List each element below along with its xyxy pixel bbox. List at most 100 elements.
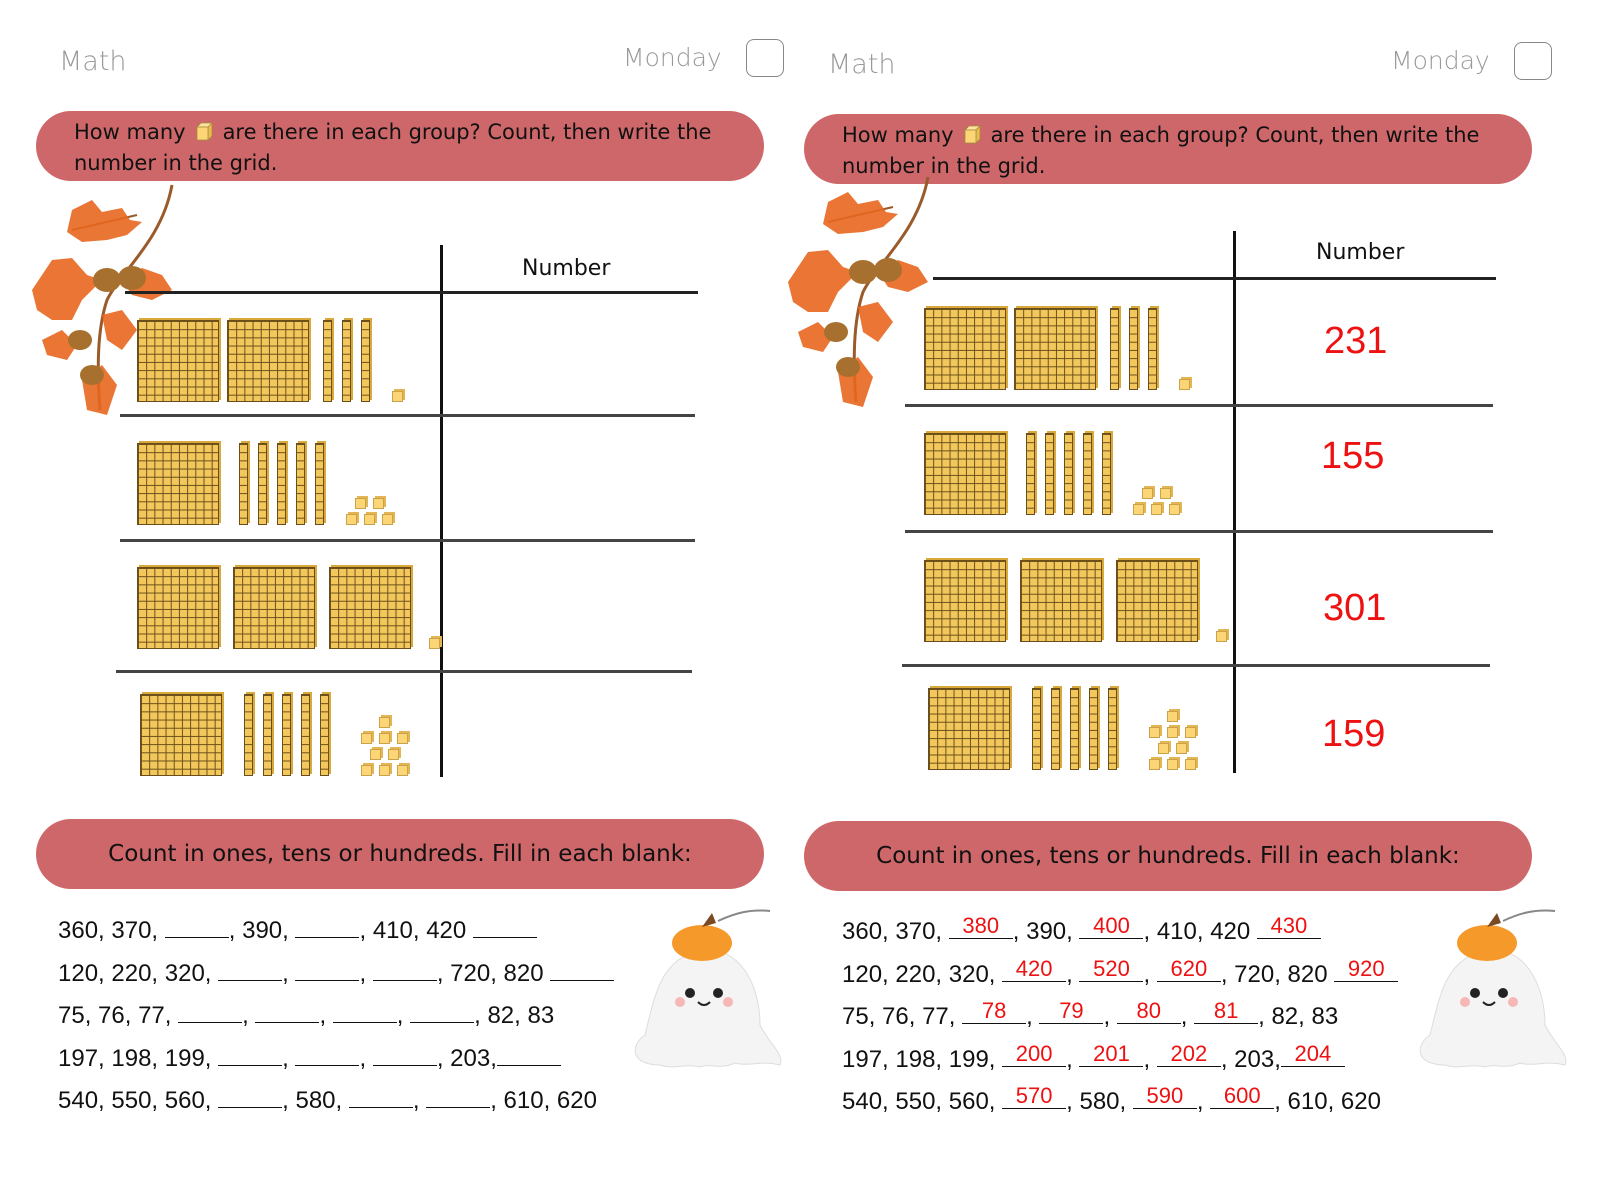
unit-cube-icon [373, 498, 384, 509]
sequence-text: , 390, [1012, 918, 1080, 945]
blank-input[interactable]: 201 [1079, 1040, 1144, 1067]
count-sequence-line: 360, 370, , 390, , 410, 420 [58, 910, 614, 953]
blank-input[interactable]: 620 [1156, 957, 1221, 982]
ghost-pumpkin-icon [1419, 909, 1567, 1068]
blank-answer: 79 [1059, 998, 1084, 1023]
sequence-text: , [1026, 1003, 1040, 1030]
blank-input[interactable] [164, 916, 229, 938]
sequence-text: , 82, 83 [474, 1002, 555, 1029]
hundreds-flat-icon [924, 433, 1006, 515]
blank-answer: 570 [1015, 1083, 1053, 1108]
base-ten-blocks-row-3 [924, 560, 1227, 642]
blank-input[interactable] [496, 1044, 561, 1066]
blank-input[interactable] [472, 916, 537, 938]
tens-rod-icon [361, 320, 370, 402]
blank-answer: 201 [1093, 1040, 1130, 1066]
blank-input[interactable]: 79 [1039, 998, 1104, 1024]
blank-input[interactable]: 380 [948, 915, 1013, 939]
blank-input[interactable]: 920 [1334, 957, 1399, 982]
tens-rod-icon [277, 443, 286, 525]
base-ten-blocks-row-2 [924, 433, 1180, 515]
blank-input[interactable] [178, 1001, 243, 1023]
blank-answer: 80 [1136, 998, 1162, 1023]
question2-banner: Count in ones, tens or hundreds. Fill in… [36, 819, 764, 889]
blank-input[interactable] [348, 1086, 413, 1108]
blank-input[interactable]: 78 [962, 1000, 1027, 1024]
done-checkbox[interactable] [1514, 42, 1552, 80]
tens-rod-icon [1102, 433, 1111, 515]
tens-rod-icon [320, 694, 329, 776]
tens-rod-icon [1148, 308, 1157, 390]
blank-input[interactable]: 200 [1002, 1042, 1067, 1067]
blank-answer: 400 [1093, 913, 1130, 938]
blank-input[interactable]: 204 [1280, 1042, 1345, 1067]
blank-input[interactable] [218, 959, 283, 981]
tens-rod-icon [263, 694, 272, 776]
blank-input[interactable]: 600 [1210, 1085, 1275, 1109]
blank-input[interactable] [410, 1001, 475, 1023]
answer-row-3[interactable]: 301 [1323, 587, 1387, 629]
sequence-text: , [359, 959, 373, 987]
unit-cube-icon [392, 391, 403, 402]
blank-input[interactable] [332, 1001, 397, 1023]
unit-cube-icon [195, 119, 213, 141]
blank-input[interactable]: 400 [1079, 913, 1144, 939]
unit-cube-icon [382, 514, 393, 525]
blank-input[interactable]: 202 [1156, 1042, 1221, 1067]
answer-row-2[interactable]: 155 [1321, 435, 1385, 477]
blank-input[interactable]: 80 [1116, 998, 1181, 1024]
answer-row-4[interactable]: 159 [1322, 713, 1386, 755]
sequence-text: , [412, 1087, 427, 1114]
blank-input[interactable] [372, 1044, 437, 1066]
sequence-text: , [1143, 1045, 1157, 1073]
blank-input[interactable] [550, 959, 615, 981]
sequence-text: , 203, [1220, 1045, 1281, 1073]
subject-label: Math [59, 46, 127, 77]
tens-rod-icon [244, 694, 253, 776]
blank-input[interactable] [295, 1044, 360, 1066]
blank-input[interactable]: 420 [1002, 957, 1067, 982]
blank-input[interactable]: 520 [1079, 957, 1144, 982]
hundreds-flat-icon [137, 443, 219, 525]
grid-row-line [116, 670, 692, 673]
blank-input[interactable] [295, 916, 360, 938]
tens-rod-icon [1026, 433, 1035, 515]
tens-rod-icon [258, 443, 267, 525]
sequence-text: 197, 198, 199, [842, 1045, 1003, 1073]
blank-input[interactable] [218, 1086, 283, 1108]
unit-cube-icon [1216, 631, 1227, 642]
blank-input[interactable] [295, 959, 360, 981]
sequence-text: , 580, [1066, 1088, 1133, 1115]
sequence-text: , [1066, 960, 1080, 988]
question1-text-line2: number in the grid. [842, 154, 1046, 178]
done-checkbox[interactable] [746, 39, 784, 77]
unit-cube-icon [388, 749, 399, 760]
blank-input[interactable] [255, 1001, 320, 1023]
blank-input[interactable] [426, 1086, 491, 1108]
question2-title: Count in ones, tens or hundreds. Fill in… [108, 841, 692, 867]
blank-input[interactable]: 570 [1002, 1083, 1067, 1109]
blank-input[interactable]: 81 [1194, 998, 1259, 1024]
hundreds-flat-icon [140, 694, 222, 776]
sequence-text: , [242, 1002, 256, 1029]
answer-row-1[interactable]: 231 [1324, 320, 1388, 362]
day-label: Monday [1391, 46, 1490, 75]
blank-input[interactable]: 430 [1256, 915, 1321, 939]
base-ten-blocks-row-2 [137, 443, 393, 525]
blank-input[interactable] [372, 959, 437, 981]
sequence-text: , [282, 1044, 296, 1072]
base-ten-blocks-row-4 [140, 694, 408, 776]
sequence-text: , 580, [282, 1087, 349, 1114]
unit-cube-icon [397, 765, 408, 776]
hundreds-flat-icon [137, 567, 219, 649]
count-sequences: 360, 370, 380 , 390, 400 , 410, 420 430 120… [842, 911, 1399, 1124]
base-ten-blocks-row-1 [924, 308, 1190, 390]
blank-input[interactable] [218, 1044, 283, 1066]
unit-cube-icon [379, 733, 390, 744]
unit-cube-icon [1167, 759, 1178, 770]
number-column-header: Number [522, 256, 611, 281]
sequence-text: , 410, 420 [1143, 918, 1257, 945]
tens-rod-icon [1129, 308, 1138, 390]
blank-input[interactable]: 590 [1132, 1085, 1197, 1109]
blank-answer: 81 [1213, 998, 1239, 1023]
